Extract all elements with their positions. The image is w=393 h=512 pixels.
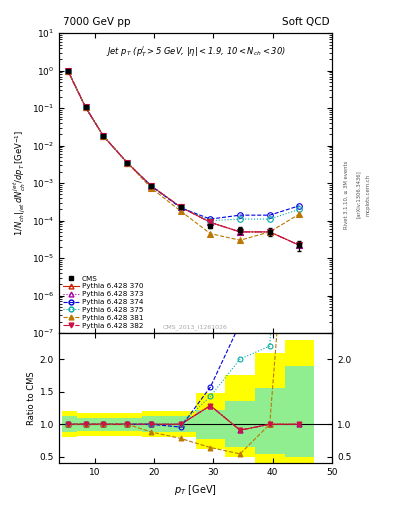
Legend: CMS, Pythia 6.428 370, Pythia 6.428 373, Pythia 6.428 374, Pythia 6.428 375, Pyt: CMS, Pythia 6.428 370, Pythia 6.428 373,… [62, 274, 145, 330]
Text: [arXiv:1306.3436]: [arXiv:1306.3436] [356, 170, 361, 219]
Text: Jet $p_T$ ($p_T^l$$>$5 GeV, $|\eta|$$<$1.9, 10$<$$N_{ch}$$<$30): Jet $p_T$ ($p_T^l$$>$5 GeV, $|\eta|$$<$1… [106, 44, 285, 59]
Text: 7000 GeV pp: 7000 GeV pp [63, 16, 130, 27]
Y-axis label: Ratio to CMS: Ratio to CMS [27, 371, 35, 425]
Text: Rivet 3.1.10, ≥ 3M events: Rivet 3.1.10, ≥ 3M events [344, 160, 349, 229]
Y-axis label: $1/N_{ch}|_{jet}\,dN_{ch}^{jet}/dp_T\,[\mathrm{GeV}^{-1}]$: $1/N_{ch}|_{jet}\,dN_{ch}^{jet}/dp_T\,[\… [11, 130, 28, 237]
X-axis label: $p_T$ [GeV]: $p_T$ [GeV] [174, 483, 217, 497]
Text: mcplots.cern.ch: mcplots.cern.ch [365, 174, 371, 216]
Text: CMS_2013_I1261026: CMS_2013_I1261026 [163, 324, 228, 330]
Text: Soft QCD: Soft QCD [283, 16, 330, 27]
